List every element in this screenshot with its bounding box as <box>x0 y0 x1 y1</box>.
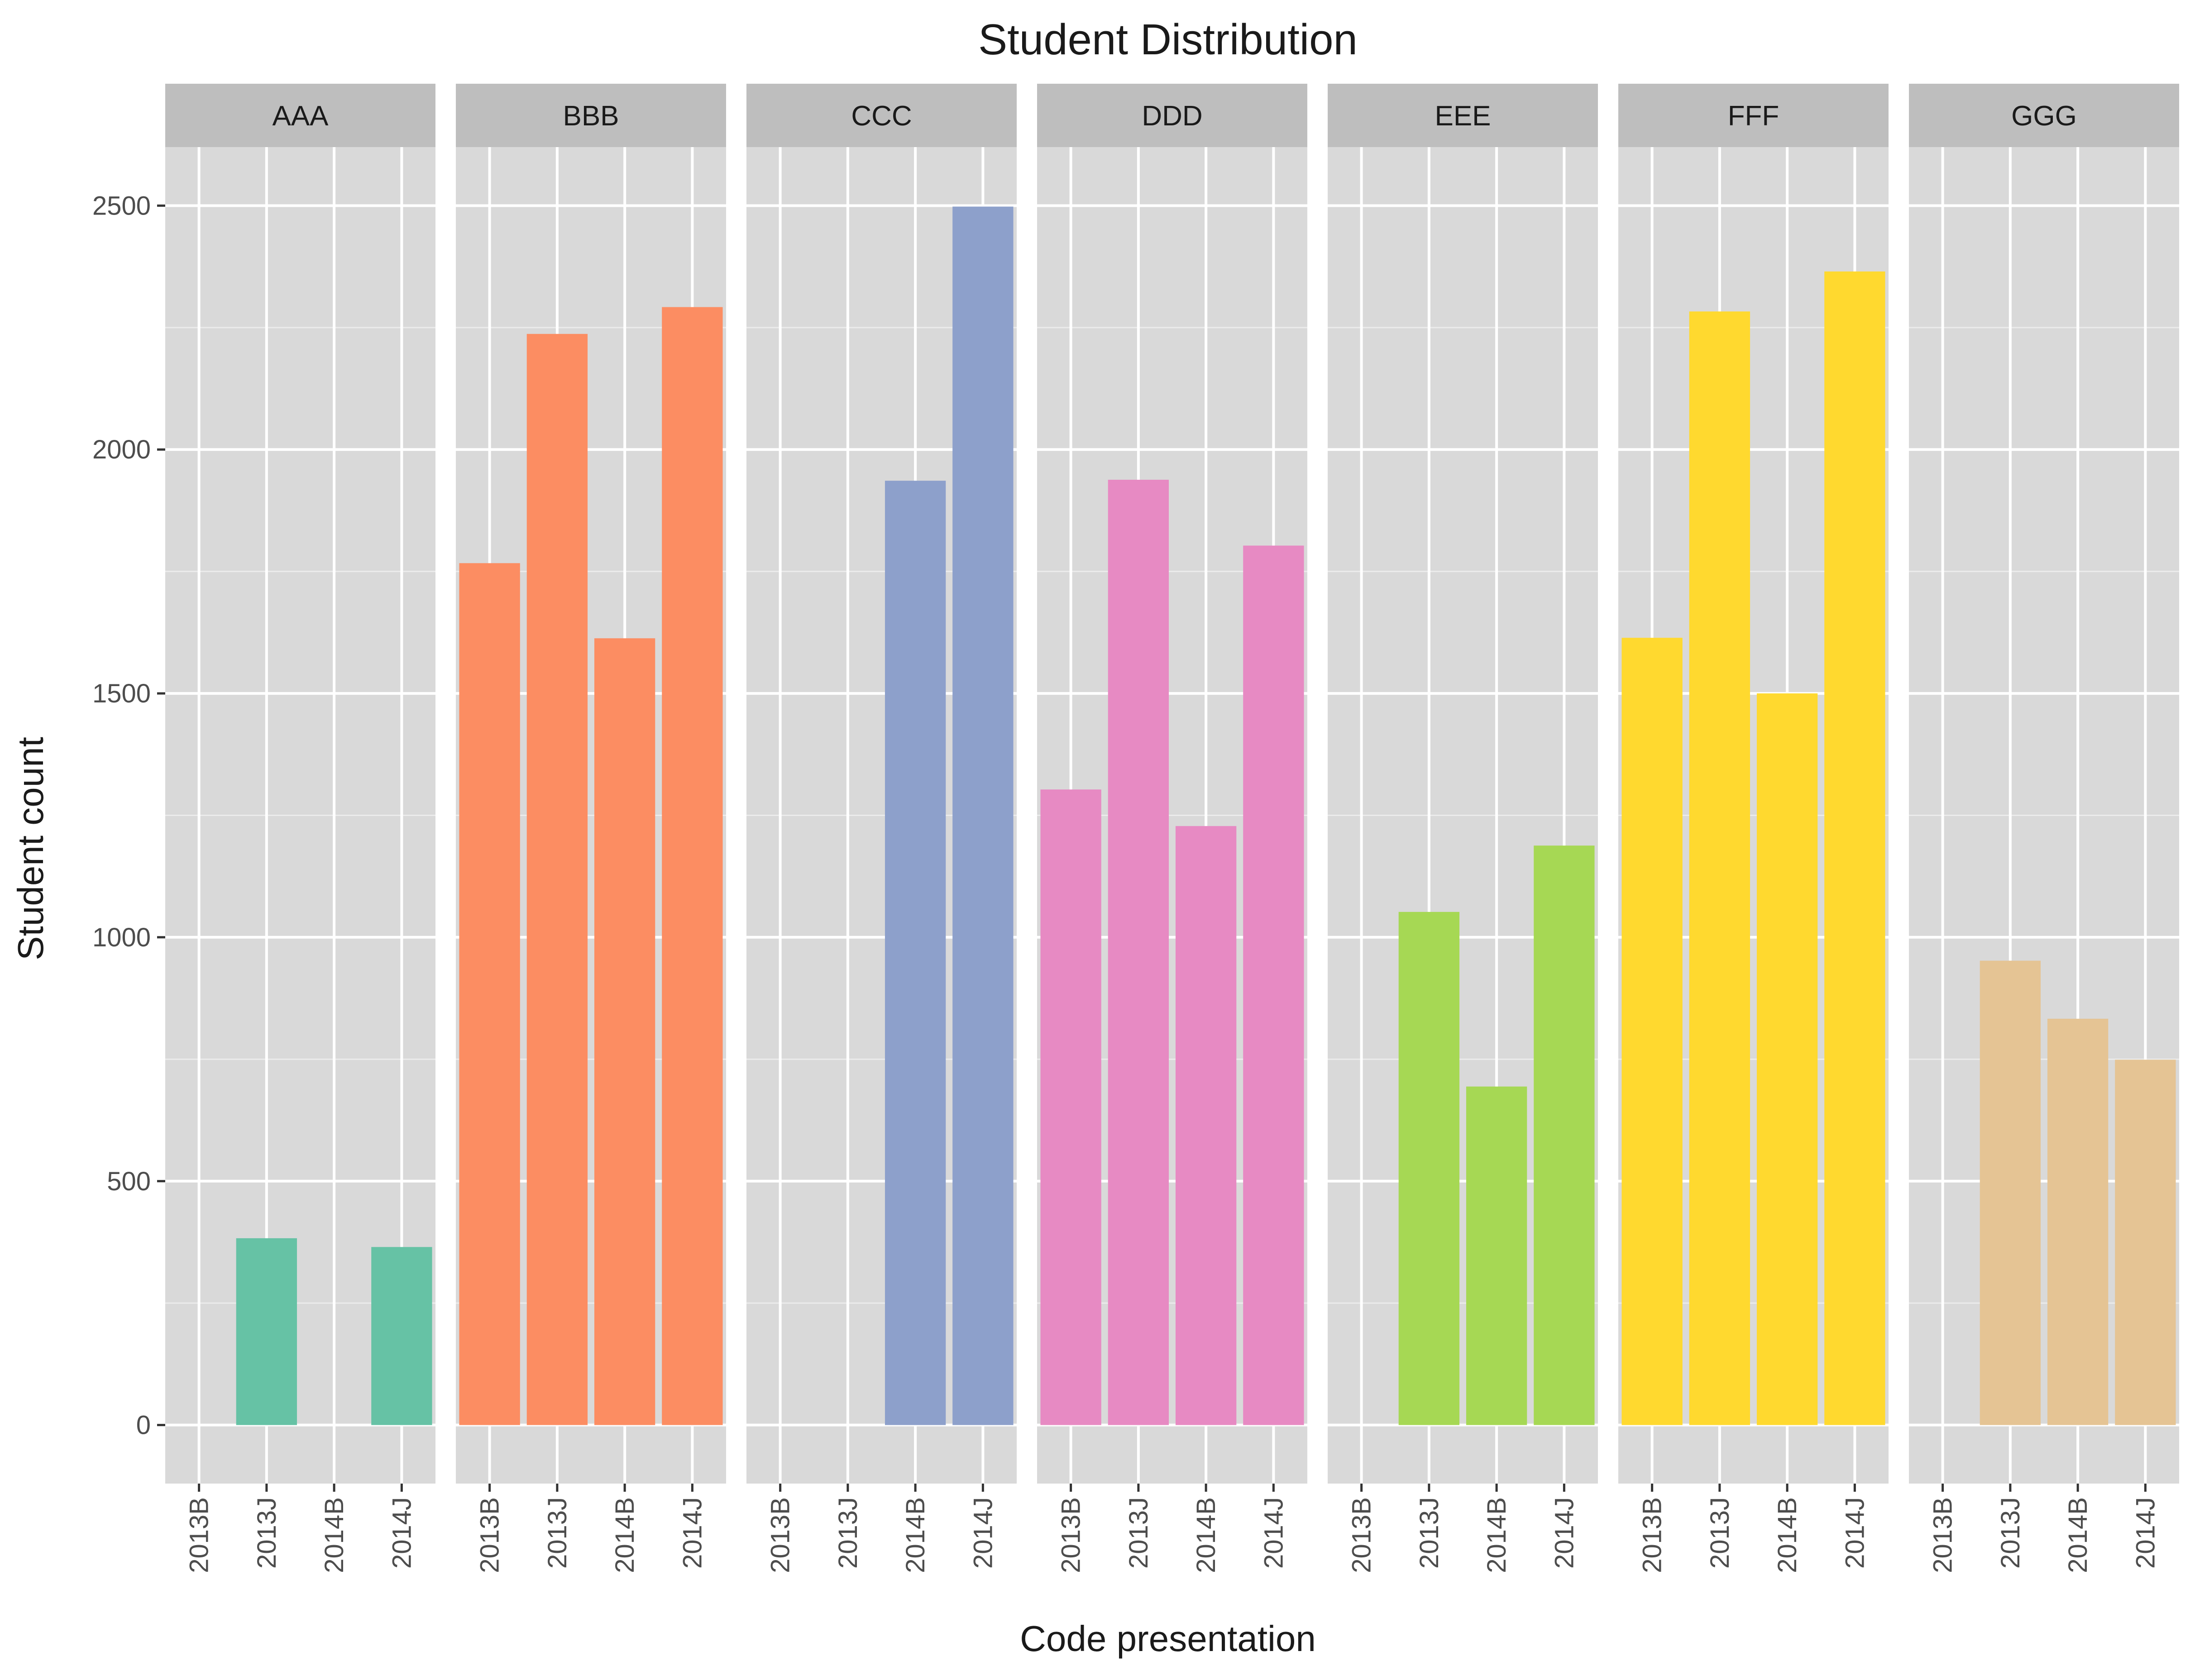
x-tick-label: 2013J <box>543 1497 572 1569</box>
facet-panels: AAA 2013B 2013J 2014B 2014J BBB 2013B 2013J 2014… <box>165 84 2179 1573</box>
facet-label: AAA <box>272 100 329 132</box>
bar-ddd-2013b <box>1040 789 1101 1425</box>
y-axis-title: Student count <box>10 737 51 960</box>
x-tick-label: 2014B <box>2063 1497 2093 1573</box>
bar-bbb-2014b <box>594 638 655 1425</box>
bar-eee-2014b <box>1466 1086 1527 1425</box>
x-tick-label: 2014B <box>1191 1497 1221 1573</box>
x-tick-label: 2013B <box>1347 1497 1377 1573</box>
facet-strip <box>165 84 435 147</box>
bar-ccc-2014b <box>885 481 946 1425</box>
facet-panel-ggg: GGG 2013B 2013J 2014B 2014J <box>1909 84 2179 1573</box>
bar-eee-2013j <box>1398 912 1460 1425</box>
x-tick-label: 2013B <box>766 1497 795 1573</box>
y-tick-label: 2500 <box>92 191 151 220</box>
y-tick-label: 2000 <box>92 435 151 464</box>
bar-bbb-2013b <box>459 563 520 1425</box>
y-tick-label: 1000 <box>92 923 151 952</box>
y-axis: 0 500 1000 1500 2000 2500 <box>92 191 165 1440</box>
x-tick-label: 2014J <box>1259 1497 1288 1569</box>
facet-label: DDD <box>1142 100 1202 132</box>
facet-strip <box>456 84 726 147</box>
facet-strip <box>1037 84 1307 147</box>
x-tick-label: 2014J <box>387 1497 416 1569</box>
y-tick-label: 1500 <box>92 679 151 708</box>
x-tick-label: 2013B <box>1638 1497 1667 1573</box>
bar-ggg-2013j <box>1980 960 2041 1425</box>
facet-label: CCC <box>851 100 912 132</box>
bar-eee-2014j <box>1534 845 1595 1425</box>
bar-ddd-2014b <box>1175 826 1237 1425</box>
bar-ggg-2014b <box>2047 1018 2109 1425</box>
facet-panel-ddd: DDD 2013B 2013J 2014B 2014J <box>1037 84 1307 1573</box>
facet-strip <box>1618 84 1889 147</box>
facet-panel-fff: FFF 2013B 2013J 2014B 2014J <box>1618 84 1889 1573</box>
facet-label: BBB <box>563 100 619 132</box>
bar-fff-2014b <box>1756 693 1818 1425</box>
facet-panel-bbb: BBB 2013B 2013J 2014B 2014J <box>456 84 726 1573</box>
bar-bbb-2014j <box>662 307 723 1425</box>
x-tick-label: 2013J <box>833 1497 863 1569</box>
bar-fff-2014j <box>1824 271 1885 1425</box>
bar-aaa-2013j <box>236 1238 297 1425</box>
chart-title: Student Distribution <box>978 15 1358 64</box>
x-tick-label: 2013J <box>1124 1497 1153 1569</box>
x-tick-label: 2014B <box>901 1497 930 1573</box>
x-tick-label: 2013B <box>1928 1497 1958 1573</box>
bar-ddd-2014j <box>1243 545 1304 1425</box>
facet-label: EEE <box>1435 100 1491 132</box>
x-tick-label: 2013J <box>1705 1497 1735 1569</box>
facet-panel-eee: EEE 2013B 2013J 2014B 2014J <box>1328 84 1598 1573</box>
x-tick-label: 2014B <box>320 1497 349 1573</box>
bar-ddd-2013j <box>1108 480 1169 1425</box>
facet-strip <box>746 84 1017 147</box>
bar-aaa-2014j <box>371 1247 432 1425</box>
x-tick-label: 2014J <box>1840 1497 1870 1569</box>
y-tick-label: 0 <box>136 1411 151 1440</box>
facet-panel-aaa: AAA 2013B 2013J 2014B 2014J <box>165 84 435 1573</box>
facet-strip <box>1328 84 1598 147</box>
x-tick-label: 2014B <box>1773 1497 1802 1573</box>
x-tick-label: 2013J <box>252 1497 282 1569</box>
bar-ccc-2014j <box>952 206 1014 1425</box>
y-tick-label: 500 <box>107 1167 151 1196</box>
bar-ggg-2014j <box>2115 1060 2176 1425</box>
x-tick-label: 2013B <box>1057 1497 1086 1573</box>
facet-strip <box>1909 84 2179 147</box>
x-tick-label: 2013B <box>185 1497 214 1573</box>
x-tick-label: 2014J <box>968 1497 998 1569</box>
facet-label: FFF <box>1728 100 1779 132</box>
x-tick-label: 2014B <box>610 1497 640 1573</box>
x-tick-label: 2013J <box>1415 1497 1444 1569</box>
x-tick-label: 2014J <box>2131 1497 2160 1569</box>
bar-bbb-2013j <box>526 334 588 1425</box>
x-tick-label: 2013J <box>1996 1497 2025 1569</box>
x-tick-label: 2014B <box>1482 1497 1511 1573</box>
x-tick-label: 2013B <box>475 1497 505 1573</box>
bar-fff-2013b <box>1621 638 1683 1425</box>
bar-fff-2013j <box>1689 311 1750 1425</box>
x-tick-label: 2014J <box>678 1497 707 1569</box>
facet-label: GGG <box>2011 100 2077 132</box>
x-axis-title: Code presentation <box>1020 1618 1316 1659</box>
facet-panel-ccc: CCC 2013B 2013J 2014B 2014J <box>746 84 1017 1573</box>
x-tick-label: 2014J <box>1549 1497 1579 1569</box>
